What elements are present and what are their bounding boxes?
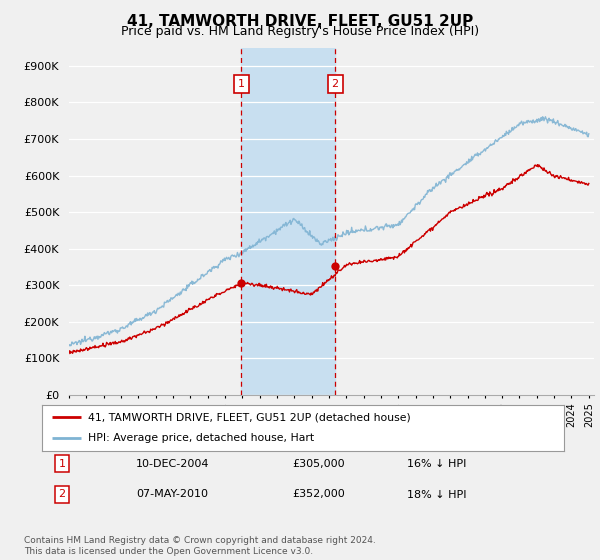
Text: 16% ↓ HPI: 16% ↓ HPI bbox=[407, 459, 467, 469]
Text: Price paid vs. HM Land Registry's House Price Index (HPI): Price paid vs. HM Land Registry's House … bbox=[121, 25, 479, 38]
Text: 18% ↓ HPI: 18% ↓ HPI bbox=[407, 489, 467, 500]
Bar bbox=[241, 48, 335, 395]
Text: Contains HM Land Registry data © Crown copyright and database right 2024.
This d: Contains HM Land Registry data © Crown c… bbox=[24, 536, 376, 556]
Text: HPI: Average price, detached house, Hart: HPI: Average price, detached house, Hart bbox=[88, 433, 314, 444]
Text: £352,000: £352,000 bbox=[293, 489, 346, 500]
Text: 07-MAY-2010: 07-MAY-2010 bbox=[136, 489, 208, 500]
Text: 41, TAMWORTH DRIVE, FLEET, GU51 2UP (detached house): 41, TAMWORTH DRIVE, FLEET, GU51 2UP (det… bbox=[88, 412, 410, 422]
Text: 1: 1 bbox=[58, 459, 65, 469]
Text: 2: 2 bbox=[332, 79, 339, 89]
Text: £305,000: £305,000 bbox=[293, 459, 345, 469]
Text: 10-DEC-2004: 10-DEC-2004 bbox=[136, 459, 209, 469]
Text: 2: 2 bbox=[58, 489, 65, 500]
Text: 41, TAMWORTH DRIVE, FLEET, GU51 2UP: 41, TAMWORTH DRIVE, FLEET, GU51 2UP bbox=[127, 14, 473, 29]
Text: 1: 1 bbox=[238, 79, 245, 89]
